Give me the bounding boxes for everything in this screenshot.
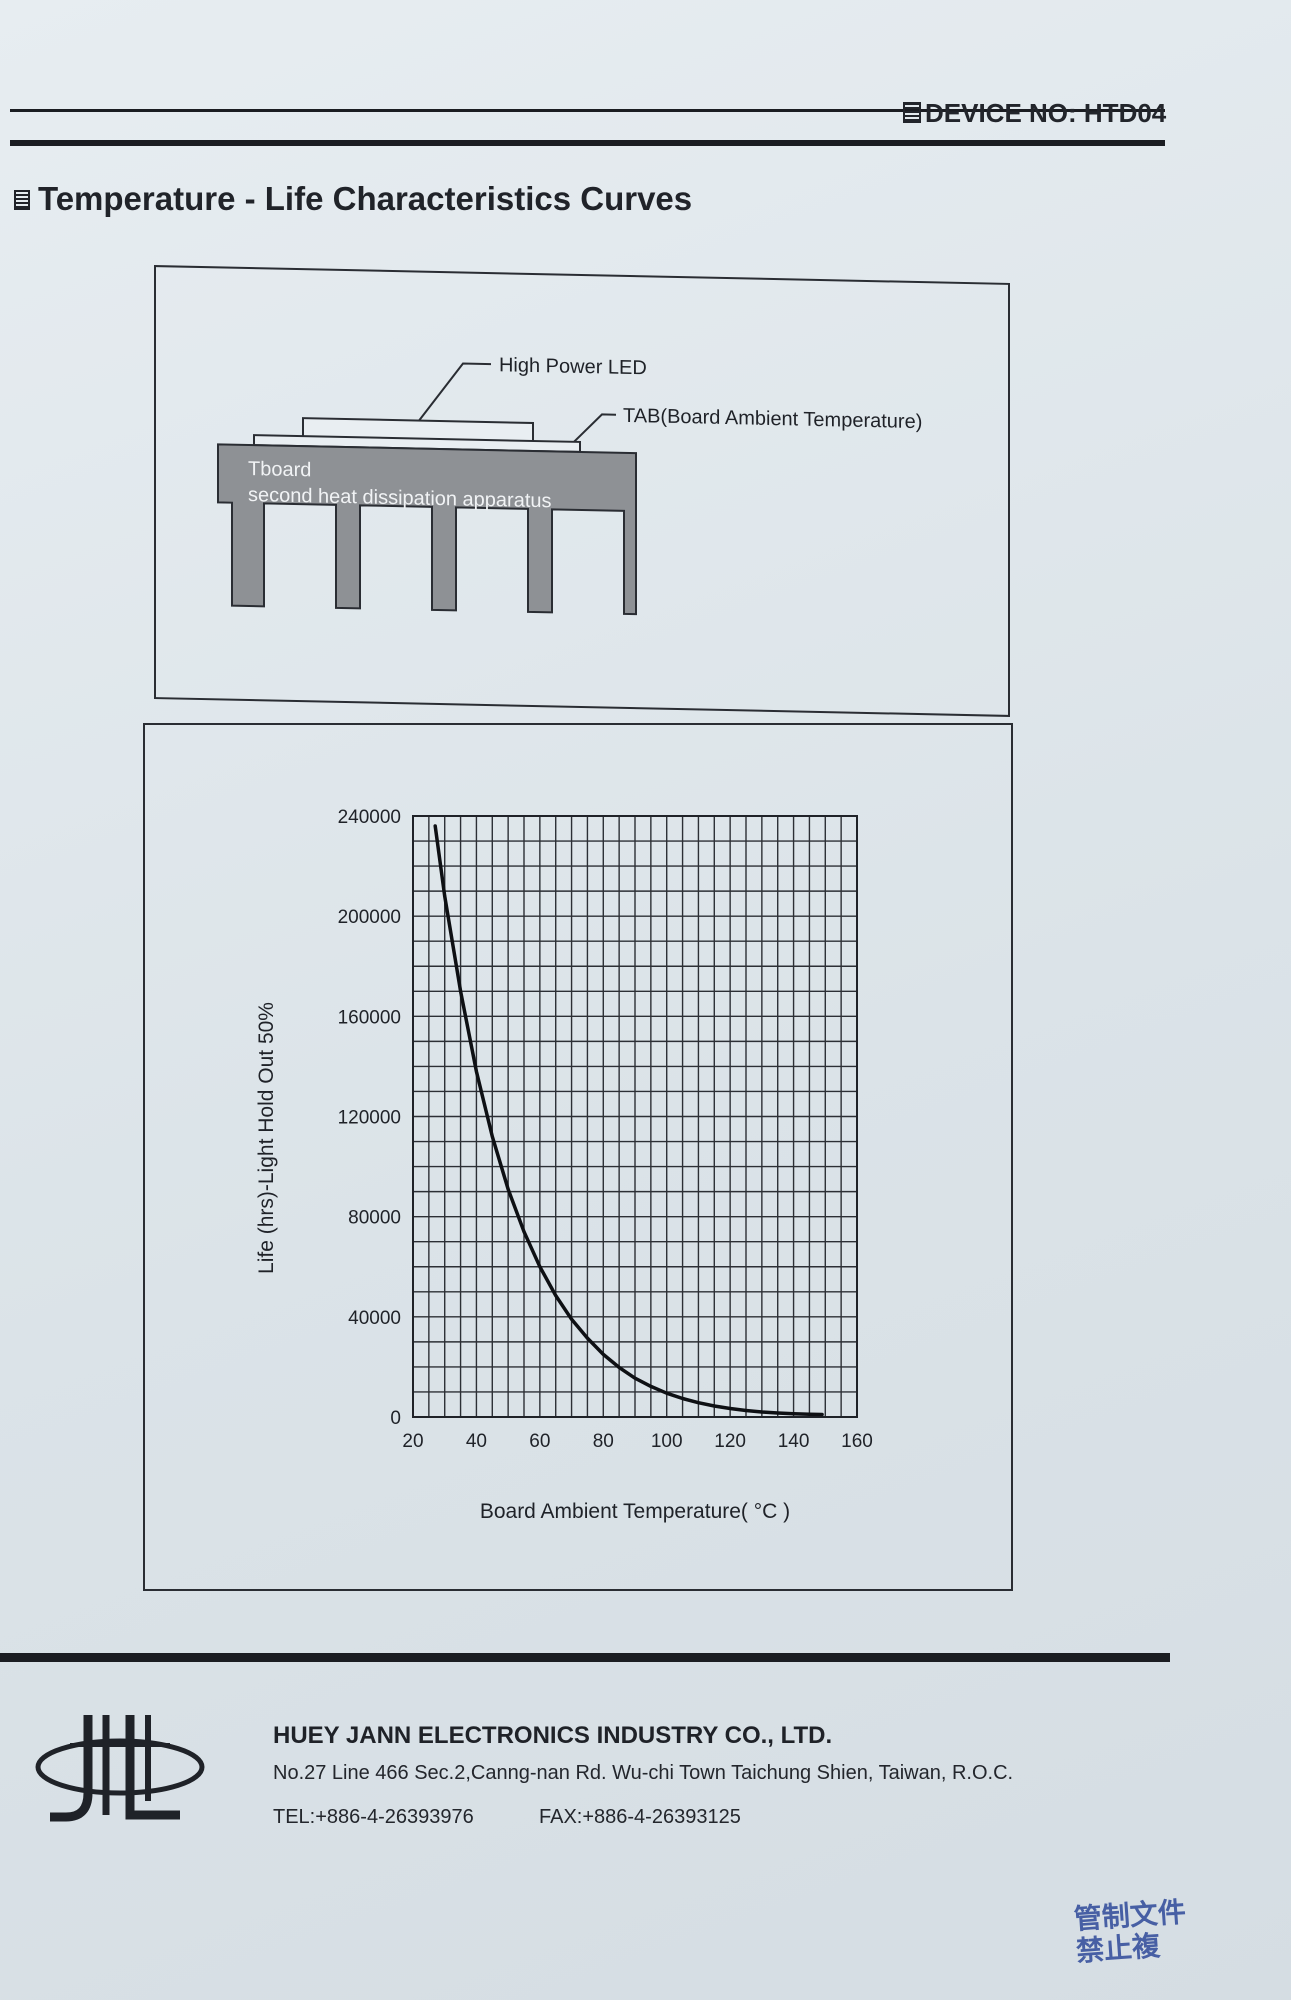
x-axis-label: Board Ambient Temperature( °C )	[480, 1500, 790, 1523]
chart-grid	[412, 815, 858, 1418]
tab-label: TAB(Board Ambient Temperature)	[623, 405, 922, 433]
stamp-line-2: 禁止複	[1075, 1929, 1162, 1968]
led-leader-line	[418, 362, 491, 422]
company-phone: TEL:+886-4-26393976	[273, 1806, 474, 1828]
company-address: No.27 Line 466 Sec.2,Canng-nan Rd. Wu-ch…	[273, 1762, 1014, 1784]
square-bullet-icon	[903, 102, 921, 123]
x-tick-label: 20	[402, 1431, 423, 1452]
y-tick-label: 160000	[338, 1007, 401, 1028]
header-rule-thin	[10, 109, 1165, 112]
x-tick-label: 60	[529, 1431, 550, 1452]
chart-series	[433, 824, 824, 1417]
x-tick-label: 40	[466, 1431, 487, 1452]
device-number-text: DEVICE NO: HTD04	[925, 98, 1167, 128]
x-tick-label: 100	[651, 1431, 683, 1452]
controlled-document-stamp: 管制文件 禁止複	[1073, 1895, 1189, 1968]
x-tick-label: 140	[778, 1431, 810, 1452]
y-tick-label: 120000	[338, 1108, 401, 1129]
company-fax: FAX:+886-4-26393125	[539, 1806, 741, 1828]
y-axis-label: Life (hrs)-Light Hold Out 50%	[255, 1002, 278, 1274]
square-bullet-icon	[14, 190, 30, 210]
x-tick-label: 120	[714, 1431, 746, 1452]
footer-rule	[0, 1653, 1170, 1662]
chart-ticks: 20 40 60 80 100 120 140 160 240000 200000 160000 12…	[338, 807, 873, 1452]
company-logo	[35, 1715, 205, 1822]
heatsink-diagram: Tboard second heat dissipation apparatus…	[217, 354, 922, 616]
device-number: DEVICE NO: HTD04	[903, 98, 1166, 129]
section-title: Temperature - Life Characteristics Curve…	[14, 180, 692, 218]
y-tick-label: 0	[390, 1408, 401, 1429]
header-rule-thick	[10, 140, 1165, 146]
y-tick-label: 80000	[348, 1208, 401, 1229]
plot-frame	[412, 815, 858, 1418]
company-name: HUEY JANN ELECTRONICS INDUSTRY CO., LTD.	[273, 1722, 833, 1749]
led-label: High Power LED	[499, 354, 647, 379]
tboard-label: Tboard	[248, 458, 311, 481]
y-tick-label: 200000	[338, 907, 401, 928]
y-tick-label: 40000	[348, 1308, 401, 1329]
x-tick-label: 80	[593, 1431, 614, 1452]
tab-leader-line	[573, 413, 616, 443]
x-tick-label: 160	[841, 1431, 873, 1452]
life-temperature-chart: 20 40 60 80 100 120 140 160 240000 200000 160000 12…	[255, 807, 873, 1523]
heatsink-diagram-box: Tboard second heat dissipation apparatus…	[154, 265, 1010, 717]
life-curve-line	[433, 824, 824, 1417]
heatsink-body	[217, 443, 637, 616]
section-title-text: Temperature - Life Characteristics Curve…	[38, 180, 693, 217]
life-chart-box: 20 40 60 80 100 120 140 160 240000 200000 160000 12…	[143, 723, 1013, 1591]
y-tick-label: 240000	[338, 807, 401, 828]
